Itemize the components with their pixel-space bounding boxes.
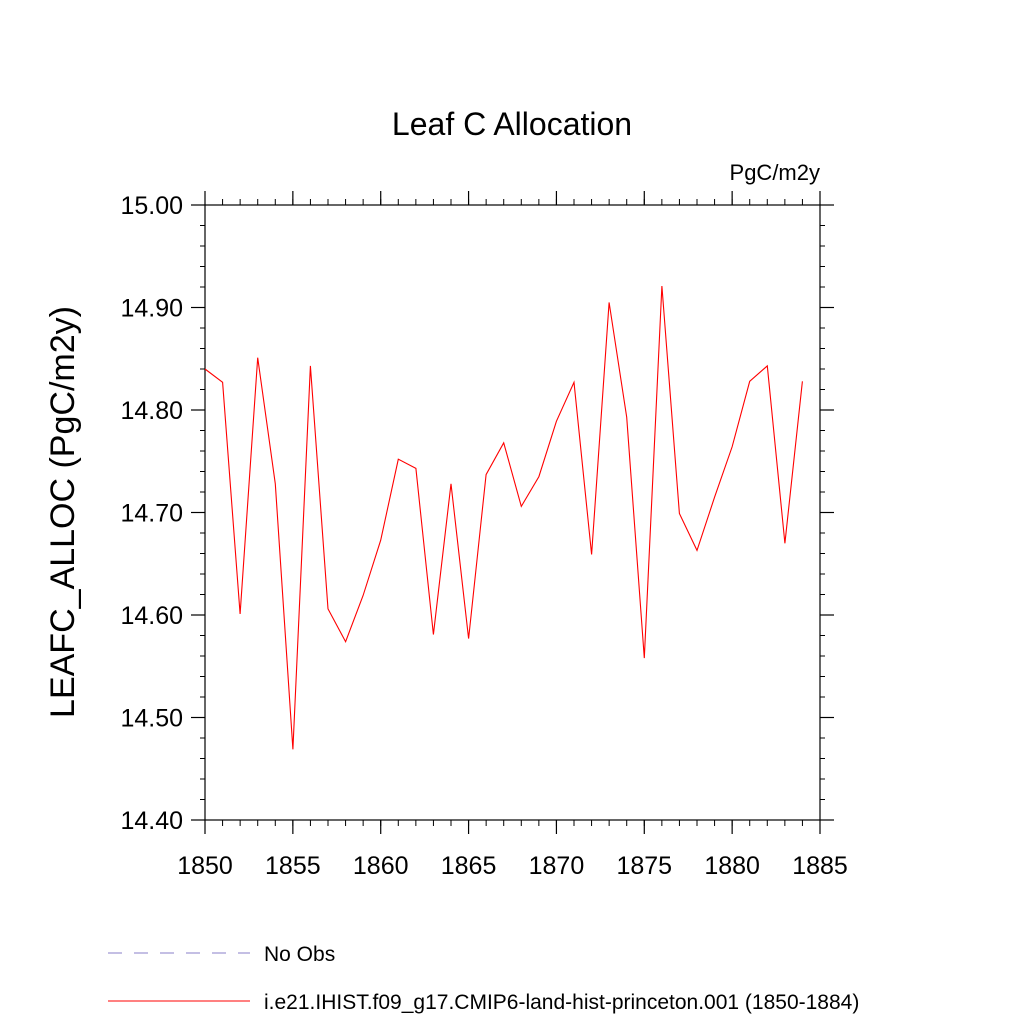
y-tick-label: 15.00	[120, 192, 183, 220]
x-tick-label: 1870	[529, 852, 585, 880]
chart-title: Leaf C Allocation	[392, 106, 632, 142]
legend-label: i.e21.IHIST.f09_g17.CMIP6-land-hist-prin…	[264, 991, 859, 1014]
legend-label: No Obs	[264, 943, 335, 966]
x-tick-label: 1880	[704, 852, 760, 880]
x-tick-label: 1885	[792, 852, 848, 880]
x-tick-label: 1850	[177, 852, 233, 880]
plot-frame	[204, 204, 821, 821]
legend: No Obs i.e21.IHIST.f09_g17.CMIP6-land-his…	[108, 943, 859, 1014]
y-tick-label: 14.70	[120, 500, 183, 528]
x-tick-label: 1875	[616, 852, 672, 880]
x-tick-label: 1855	[265, 852, 321, 880]
plot-area	[204, 285, 803, 750]
x-tick-label: 1860	[353, 852, 409, 880]
axes: 14.40 14.50 14.60 14.70 14.80 14.90 15.00 1850 1…	[120, 191, 848, 880]
x-tick-label: 1865	[441, 852, 497, 880]
y-axis-label: LEAFC_ALLOC (PgC/m2y)	[44, 306, 82, 718]
y-tick-label: 14.60	[120, 602, 183, 630]
units-label: PgC/m2y	[730, 160, 820, 185]
series-line	[204, 285, 803, 750]
y-tick-label: 14.90	[120, 295, 183, 323]
y-tick-label: 14.50	[120, 705, 183, 733]
y-tick-label: 14.80	[120, 397, 183, 425]
y-tick-label: 14.40	[120, 807, 183, 835]
